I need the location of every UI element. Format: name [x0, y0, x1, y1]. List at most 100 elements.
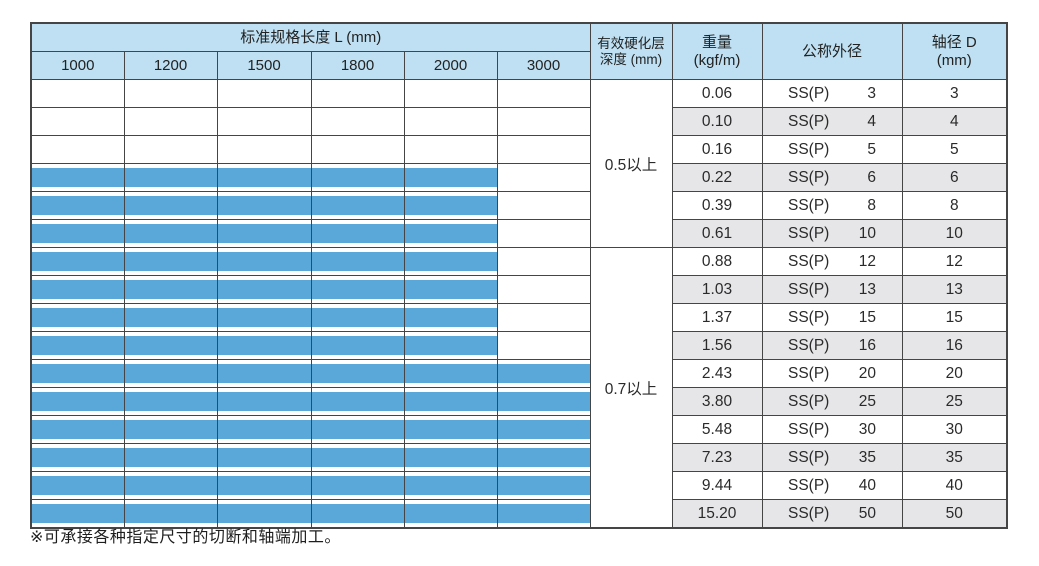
table-row: 0.16 SS(P) 5 5	[30, 135, 1008, 164]
length-cell	[403, 471, 498, 500]
availability-bar	[32, 168, 123, 187]
length-cell	[123, 219, 218, 248]
nominal-od-cell: SS(P) 35	[761, 443, 903, 472]
availability-bar	[218, 392, 310, 411]
shaft-diameter-cell: 6	[901, 163, 1008, 192]
weight-cell: 0.22	[671, 163, 763, 192]
length-cell	[216, 499, 312, 529]
availability-bar	[125, 420, 216, 439]
hardening-group-cell: 0.5以上	[589, 79, 673, 248]
length-cell	[403, 135, 498, 164]
availability-bar	[312, 336, 403, 355]
availability-bar	[125, 448, 216, 467]
series-size: 12	[858, 252, 876, 270]
nominal-od-cell: SS(P) 20	[761, 359, 903, 388]
availability-bar	[32, 308, 123, 327]
table-row: 3.80 SS(P) 25 25	[30, 387, 1008, 416]
series-label: SS(P)	[788, 504, 830, 522]
nominal-od-value: SS(P) 6	[788, 169, 876, 187]
nominal-od-cell: SS(P) 13	[761, 275, 903, 304]
availability-bar	[125, 308, 216, 327]
length-cell	[310, 275, 405, 304]
shaft-diameter-cell: 8	[901, 191, 1008, 220]
availability-bar	[218, 252, 310, 271]
availability-bar	[125, 196, 216, 215]
length-cell	[403, 191, 498, 220]
length-cell	[310, 135, 405, 164]
nominal-od-cell: SS(P) 5	[761, 135, 903, 164]
length-cell	[30, 275, 125, 304]
availability-bar	[312, 280, 403, 299]
nominal-od-cell: SS(P) 8	[761, 191, 903, 220]
header-col-1200: 1200	[123, 51, 218, 80]
shaft-diameter-cell: 12	[901, 247, 1008, 276]
availability-bar	[405, 420, 496, 439]
length-cell	[30, 191, 125, 220]
length-cell	[403, 275, 498, 304]
length-cell	[123, 415, 218, 444]
nominal-od-value: SS(P) 4	[788, 113, 876, 131]
shaft-diameter-cell: 5	[901, 135, 1008, 164]
length-cell	[496, 135, 591, 164]
table-row: 0.39 SS(P) 8 8	[30, 191, 1008, 220]
availability-bar	[498, 448, 589, 467]
length-cell	[496, 219, 591, 248]
length-cell	[310, 471, 405, 500]
series-label: SS(P)	[788, 448, 830, 466]
header-standard-length: 标准规格长度 L (mm)	[30, 22, 591, 52]
availability-bar	[32, 420, 123, 439]
series-label: SS(P)	[788, 420, 830, 438]
table-header: 标准规格长度 L (mm) 有效硬化层 深度 (mm) 重量 (kgf/m) 公…	[30, 22, 1008, 80]
availability-bar	[312, 504, 403, 523]
availability-bar	[405, 336, 496, 355]
weight-cell: 9.44	[671, 471, 763, 500]
length-cell	[30, 107, 125, 136]
length-cell	[403, 79, 498, 108]
availability-bar	[405, 308, 496, 327]
length-cell	[30, 303, 125, 332]
length-cell	[30, 79, 125, 108]
series-label: SS(P)	[788, 392, 830, 410]
table-row: 1.03 SS(P) 13 13	[30, 275, 1008, 304]
header-col-3000: 3000	[496, 51, 591, 80]
availability-bar	[218, 224, 310, 243]
availability-bar	[312, 448, 403, 467]
series-size: 5	[867, 140, 876, 158]
length-cell	[496, 443, 591, 472]
shaft-diameter-cell: 35	[901, 443, 1008, 472]
header-col-1500: 1500	[216, 51, 312, 80]
length-cell	[403, 247, 498, 276]
series-label: SS(P)	[788, 280, 830, 298]
availability-bar	[405, 168, 496, 187]
series-label: SS(P)	[788, 196, 830, 214]
length-cell	[310, 163, 405, 192]
length-cell	[496, 247, 591, 276]
availability-bar	[312, 196, 403, 215]
length-cell	[310, 191, 405, 220]
weight-cell: 15.20	[671, 499, 763, 529]
length-cell	[216, 443, 312, 472]
length-cell	[123, 331, 218, 360]
length-cell	[216, 135, 312, 164]
shaft-diameter-cell: 25	[901, 387, 1008, 416]
nominal-od-value: SS(P) 30	[788, 421, 876, 439]
series-label: SS(P)	[788, 336, 830, 354]
length-cell	[310, 331, 405, 360]
shaft-diameter-cell: 40	[901, 471, 1008, 500]
weight-cell: 1.03	[671, 275, 763, 304]
availability-bar	[32, 252, 123, 271]
length-cell	[403, 387, 498, 416]
series-label: SS(P)	[788, 84, 830, 102]
availability-bar	[312, 392, 403, 411]
series-size: 30	[858, 420, 876, 438]
availability-bar	[405, 252, 496, 271]
weight-cell: 1.56	[671, 331, 763, 360]
availability-bar	[218, 420, 310, 439]
hardening-label-line1: 有效硬化层	[597, 35, 665, 51]
series-size: 20	[858, 364, 876, 382]
availability-bar	[32, 224, 123, 243]
availability-bar	[498, 420, 589, 439]
availability-bar	[218, 364, 310, 383]
availability-bar	[125, 364, 216, 383]
